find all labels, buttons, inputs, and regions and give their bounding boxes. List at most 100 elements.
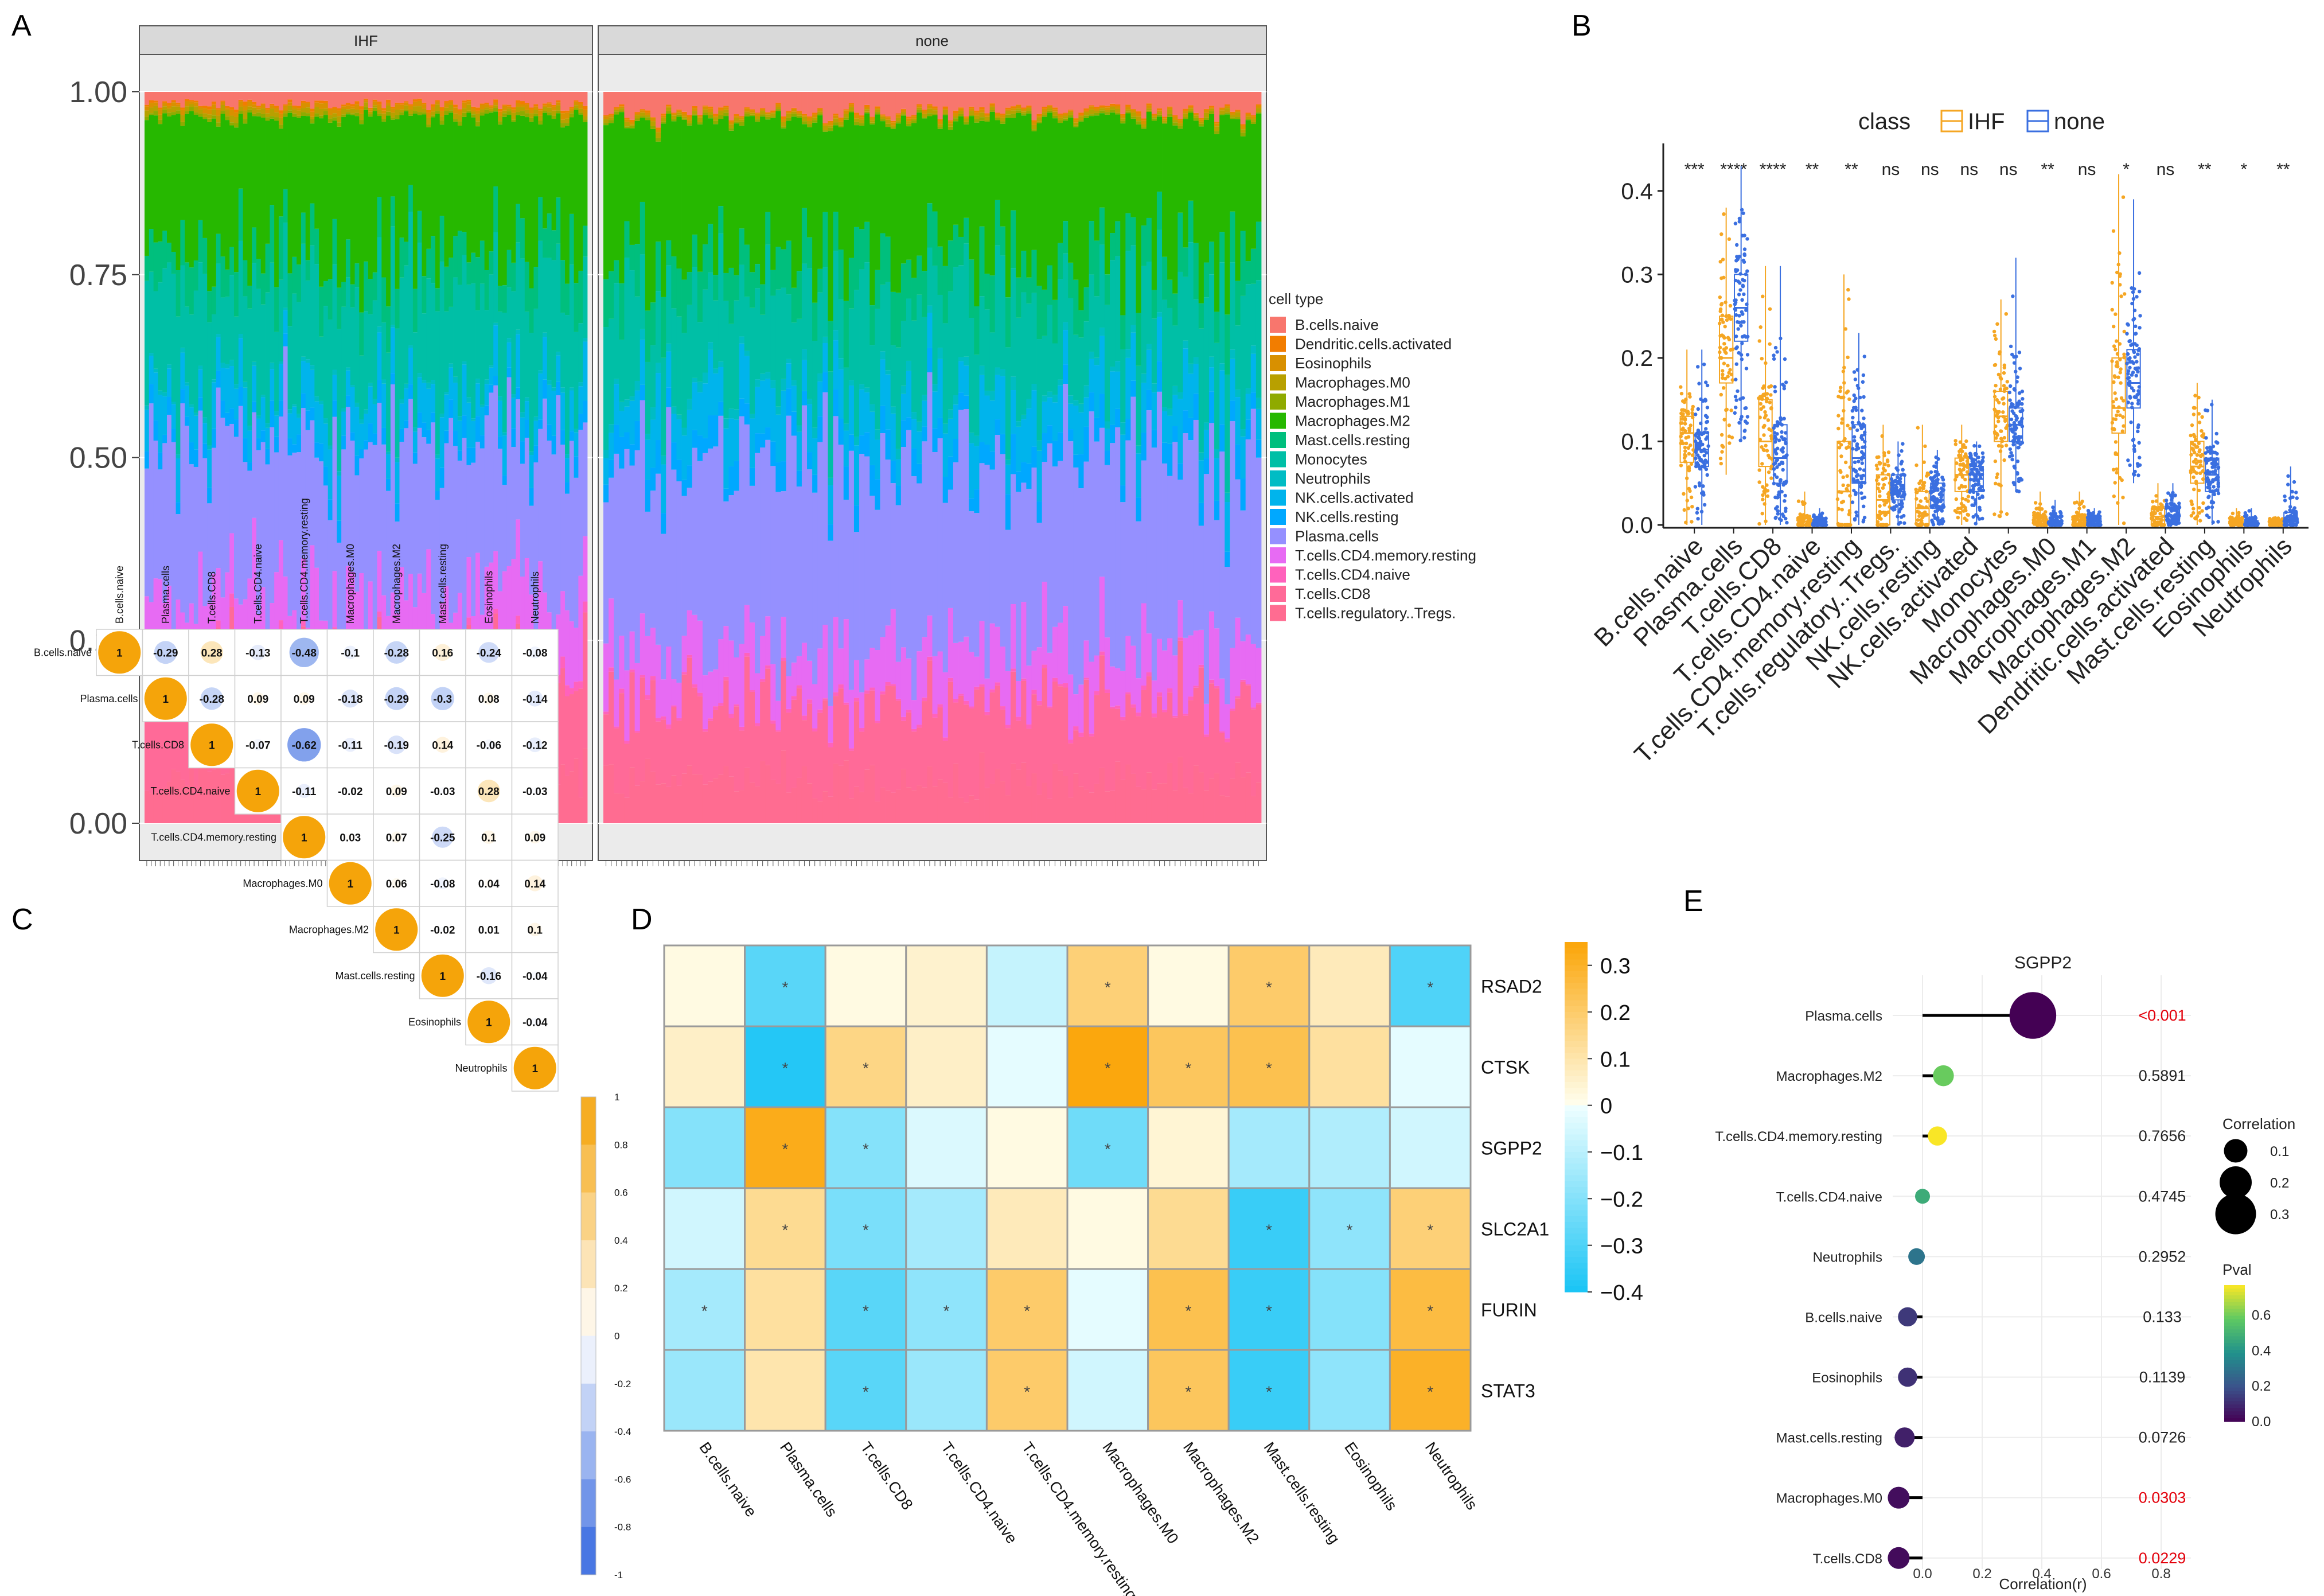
bar-segment-t-cells-regulatory-tregs [1225,796,1230,823]
bar-segment-dendritic-cells-activated [431,104,436,107]
bar-segment-neutrophils [193,412,198,416]
jitter-point-none [1773,385,1777,389]
jitter-point-none [1696,517,1700,521]
bar-segment-macrophages-m1 [399,112,404,115]
bar-segment-monocytes [207,322,212,446]
jitter-point-none [1695,441,1699,446]
bar-segment-neutrophils [958,357,964,361]
bar-segment-t-cells-cd8 [149,674,154,793]
jitter-point-ihf [1768,342,1772,346]
bar-segment-neutrophils [791,380,797,386]
bar-segment-nk-cells-resting [1156,361,1163,392]
bar-segment-nk-cells-activated [323,423,329,466]
bar-segment-macrophages-m1 [1099,110,1105,114]
jitter-point-none [1705,451,1709,455]
bar-segment-nk-cells-activated [786,363,792,389]
bar-segment-nk-cells-activated [890,413,896,461]
bar-segment-monocytes [848,308,855,380]
bar-segment-macrophages-m2 [1203,119,1210,263]
bar-segment-monocytes [718,233,724,362]
bar-segment-t-cells-cd4-naive [1245,684,1251,686]
bar-segment-macrophages-m0 [681,116,688,119]
bar-segment-t-cells-cd4-naive [817,709,823,713]
bar-segment-nk-cells-resting [713,415,719,447]
bar-segment-plasma-cells [848,450,855,690]
bar-segment-nk-cells-resting [656,440,661,474]
bar-segment-mast-cells-resting [728,267,734,324]
bar-segment-dendritic-cells-activated [162,101,167,103]
jitter-point-ihf [1844,460,1848,465]
bar-segment-eosinophils [974,112,980,116]
bar-segment-macrophages-m0 [1151,116,1157,119]
bar-segment-plasma-cells [569,441,575,622]
bar-segment-eosinophils [801,115,808,117]
bar-segment-nk-cells-resting [484,405,489,416]
bar-segment-t-cells-regulatory-tregs [1078,786,1084,823]
bar-segment-eosinophils [1125,107,1131,110]
bar-segment-nk-cells-resting [1219,424,1225,452]
bar-segment-plasma-cells [749,485,755,622]
bar-segment-macrophages-m1 [629,126,635,129]
bar-segment-mast-cells-resting [359,312,364,356]
bar-segment-neutrophils [911,412,917,419]
bar-segment-macrophages-m2 [629,128,635,245]
bar-segment-t-cells-cd4-memory-resting [1083,640,1089,678]
bar-segment-plasma-cells [666,407,672,647]
jitter-point-ihf [1848,465,1852,469]
bar-segment-monocytes [801,263,808,349]
bar-segment-neutrophils [270,363,275,369]
bar-segment-nk-cells-activated [906,371,912,418]
bar-segment-macrophages-m1 [1130,116,1136,119]
bar-segment-b-cells-naive [1162,92,1168,117]
bar-segment-dendritic-cells-activated [1156,108,1163,111]
bar-segment-macrophages-m1 [1193,118,1199,121]
bar-segment-plasma-cells [297,452,302,651]
bar-segment-plasma-cells [225,426,230,573]
bar-segment-neutrophils [560,387,566,393]
bar-segment-neutrophils [1047,391,1053,398]
bar-segment-monocytes [556,243,561,352]
bar-segment-plasma-cells [457,460,463,593]
bar-segment-neutrophils [493,322,498,326]
bar-segment-nk-cells-activated [822,343,828,372]
bar-segment-nk-cells-resting [843,466,849,500]
bar-segment-mast-cells-resting [574,283,579,332]
panel-label-a: A [11,9,32,42]
bar-segment-dendritic-cells-activated [422,102,427,104]
bar-segment-macrophages-m1 [1255,112,1262,114]
bar-segment-monocytes [927,247,933,306]
bar-segment-dendritic-cells-activated [1130,109,1136,110]
jitter-point-none [1741,285,1745,289]
bar-segment-neutrophils [1167,408,1173,416]
jitter-point-none [1897,509,1901,514]
jitter-point-ihf [1769,434,1773,438]
bar-segment-t-cells-cd8 [895,700,902,790]
bar-segment-neutrophils [1063,322,1069,330]
bar-segment-monocytes [1016,317,1021,422]
bar-segment-t-cells-cd4-naive [466,617,471,625]
bar-segment-macrophages-m1 [484,110,489,114]
jitter-point-none [1745,269,1749,273]
bar-segment-macrophages-m0 [529,113,534,118]
bar-segment-nk-cells-resting [453,430,458,446]
bar-segment-macrophages-m2 [1255,113,1262,222]
bar-segment-plasma-cells [676,481,682,683]
bar-segment-macrophages-m1 [162,109,167,114]
bar-segment-neutrophils [1094,357,1100,365]
jitter-point-ihf [1877,461,1881,465]
bar-segment-nk-cells-resting [947,456,954,490]
bar-segment-plasma-cells [408,399,414,574]
jitter-point-none [1742,320,1746,324]
bar-segment-nk-cells-activated [1188,373,1194,418]
bar-segment-nk-cells-activated [979,375,985,442]
bar-segment-macrophages-m0 [171,106,176,112]
bar-segment-mast-cells-resting [974,306,980,355]
bar-segment-mast-cells-resting [529,288,534,333]
bar-segment-b-cells-naive [185,92,190,99]
bar-segment-eosinophils [565,112,570,119]
bar-segment-plasma-cells [435,500,440,671]
jitter-point-ihf [1881,486,1885,490]
bar-segment-t-cells-cd4-naive [565,685,570,696]
bar-segment-dendritic-cells-activated [1042,107,1048,109]
bar-segment-macrophages-m1 [775,109,781,111]
